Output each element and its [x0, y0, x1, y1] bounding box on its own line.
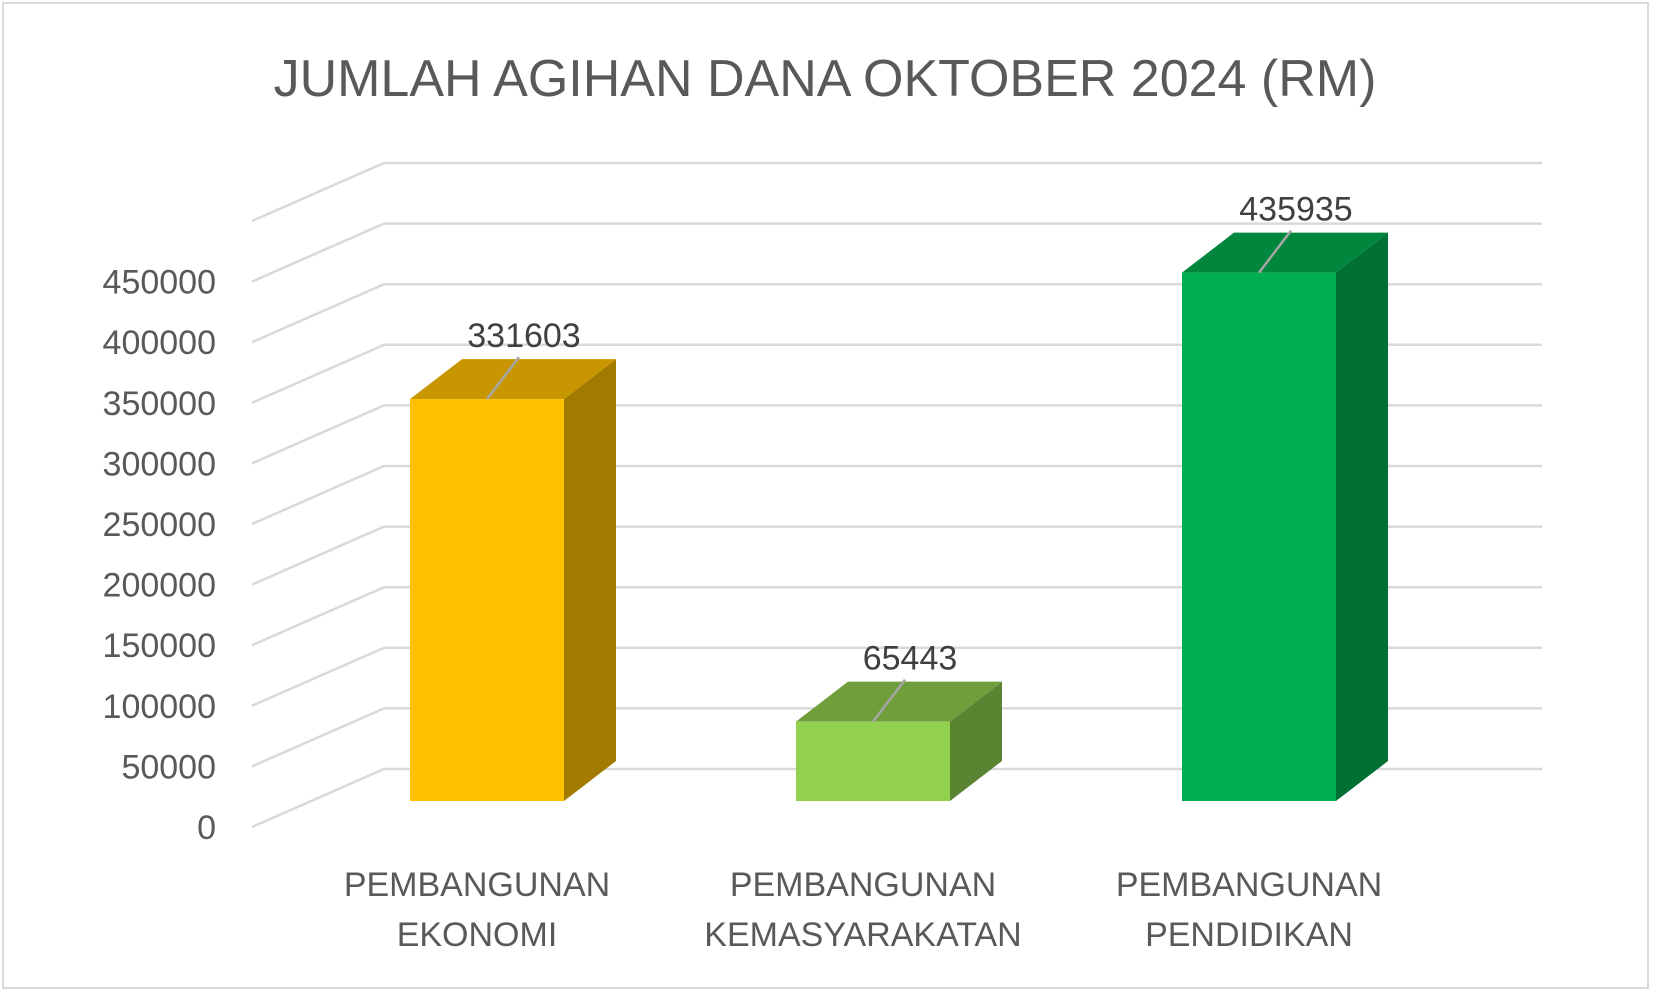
gridline-side: [251, 767, 385, 829]
y-tick-label: 300000: [103, 445, 216, 483]
leader-line: [486, 356, 520, 400]
leader-line: [872, 678, 906, 723]
gridline-side: [251, 283, 385, 344]
bar-top: [410, 359, 616, 400]
y-tick-label: 400000: [103, 324, 216, 362]
bar-chart-3d: JUMLAH AGIHAN DANA OKTOBER 2024 (RM) 0 50…: [103, 50, 1542, 954]
bar-side: [1336, 232, 1388, 801]
category-label-line: EKONOMI: [397, 916, 558, 954]
category-label: PEMBANGUNAN KEMASYARAKATAN: [704, 866, 1021, 954]
bar-side: [564, 359, 616, 801]
bar-top: [796, 681, 1002, 722]
y-tick-label: 100000: [103, 688, 216, 726]
y-tick-label: 200000: [103, 567, 216, 605]
y-tick-label: 250000: [103, 506, 216, 544]
data-label: 331603: [467, 317, 580, 355]
category-label-line: PEMBANGUNAN: [730, 866, 996, 904]
bar-top: [1182, 232, 1388, 273]
bar-side: [950, 681, 1002, 801]
data-label: 65443: [863, 640, 958, 678]
gridline-side: [251, 343, 385, 404]
bars: [410, 232, 1388, 801]
gridline-side: [251, 586, 385, 647]
bar-front: [410, 399, 564, 801]
gridline-side: [251, 222, 385, 283]
leader-lines: [486, 229, 1292, 723]
x-axis-categories: PEMBANGUNAN EKONOMI PEMBANGUNAN KEMASYARAKA…: [344, 866, 1382, 954]
bar: [410, 359, 616, 801]
y-axis-ticks: 0 50000 100000 150000 200000 250000 300000 3500…: [103, 264, 216, 847]
bar: [1182, 232, 1388, 801]
category-label-line: KEMASYARAKATAN: [704, 916, 1021, 954]
bar-front: [796, 721, 950, 801]
category-label: PEMBANGUNAN PENDIDIKAN: [1116, 866, 1382, 954]
y-tick-label: 350000: [103, 385, 216, 423]
y-tick-label: 50000: [121, 748, 216, 786]
data-labels: 331603 65443 435935: [467, 191, 1352, 678]
chart-title: JUMLAH AGIHAN DANA OKTOBER 2024 (RM): [274, 50, 1377, 108]
gridline-side: [251, 525, 385, 586]
bar: [796, 681, 1002, 801]
category-label: PEMBANGUNAN EKONOMI: [344, 866, 610, 954]
gridline-side: [251, 404, 385, 465]
category-label-line: PENDIDIKAN: [1145, 916, 1353, 954]
y-tick-label: 450000: [103, 264, 216, 302]
gridline-side: [251, 161, 385, 223]
gridline-side: [251, 464, 385, 526]
bar-front: [1182, 272, 1336, 801]
y-tick-label: 150000: [103, 627, 216, 665]
gridline-side: [251, 646, 385, 707]
data-label: 435935: [1239, 191, 1352, 229]
gridline-side: [251, 707, 385, 768]
y-tick-label: 0: [197, 809, 216, 847]
leader-line: [1258, 229, 1292, 274]
category-label-line: PEMBANGUNAN: [1116, 866, 1382, 904]
category-label-line: PEMBANGUNAN: [344, 866, 610, 904]
